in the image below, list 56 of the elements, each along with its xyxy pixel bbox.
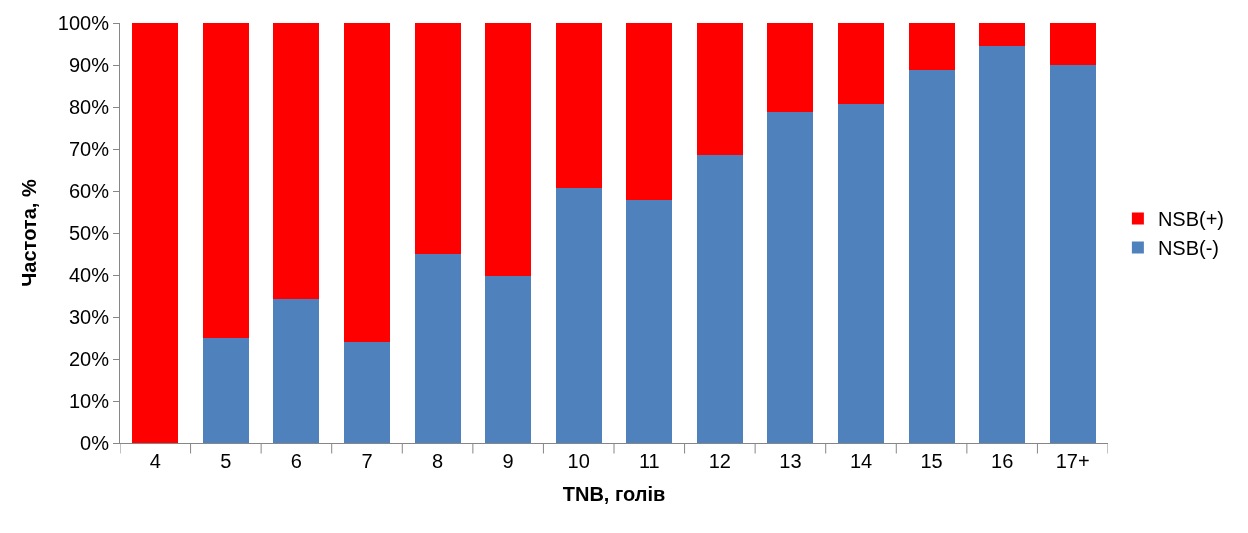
bar [555,187,602,443]
x-tick-label: 7 [361,450,373,472]
legend-label: NSB(+) [1157,208,1225,231]
legend-label: NSB(-) [1157,237,1219,260]
x-tick-label: 17+ [1055,450,1090,472]
y-tick-label: 0% [80,432,110,454]
bar [414,23,461,254]
bar [1049,65,1096,443]
bar [767,23,814,113]
x-tick-label: 8 [432,450,444,472]
y-tick-label: 100% [57,12,110,34]
bar [767,112,814,443]
bar [202,338,249,443]
y-tick-label: 10% [68,390,110,412]
bar [908,69,955,443]
y-tick-label: 70% [68,138,110,160]
y-tick-label: 60% [68,180,110,202]
bar [838,103,884,443]
bar [202,23,249,338]
x-tick-label: 12 [708,450,731,472]
x-tick-label: 4 [149,450,161,472]
x-tick-label: 15 [920,450,943,472]
bar [485,276,532,443]
bar [414,254,461,443]
bar [344,342,390,443]
bar [1049,23,1096,66]
bar [908,23,955,70]
bar [696,155,743,443]
x-tick-label: 9 [502,450,514,472]
x-axis-title: TNB, голів [562,482,666,505]
bar [696,23,743,156]
x-tick-label: 6 [290,450,302,472]
y-tick-label: 40% [68,264,110,286]
y-tick-label: 50% [68,222,110,244]
bar [132,23,179,443]
y-tick-label: 90% [68,54,110,76]
x-tick-label: 10 [567,450,590,472]
bar [273,23,320,299]
y-tick-label: 30% [68,306,110,328]
bar [626,23,673,200]
x-tick-label: 13 [779,450,802,472]
bar [555,23,602,188]
y-axis-title: Частота, % [18,179,41,287]
bar [979,23,1026,47]
bar [273,298,320,443]
x-tick-label: 5 [220,450,232,472]
x-tick-label: 16 [991,450,1014,472]
x-tick-label: 14 [849,450,873,472]
bar [485,23,532,277]
x-tick-label: 11 [638,450,660,472]
y-tick-label: 20% [68,348,110,370]
bar [838,23,884,104]
bar [626,199,673,443]
bar [979,46,1026,443]
bar [344,23,390,343]
y-tick-label: 80% [68,96,110,118]
